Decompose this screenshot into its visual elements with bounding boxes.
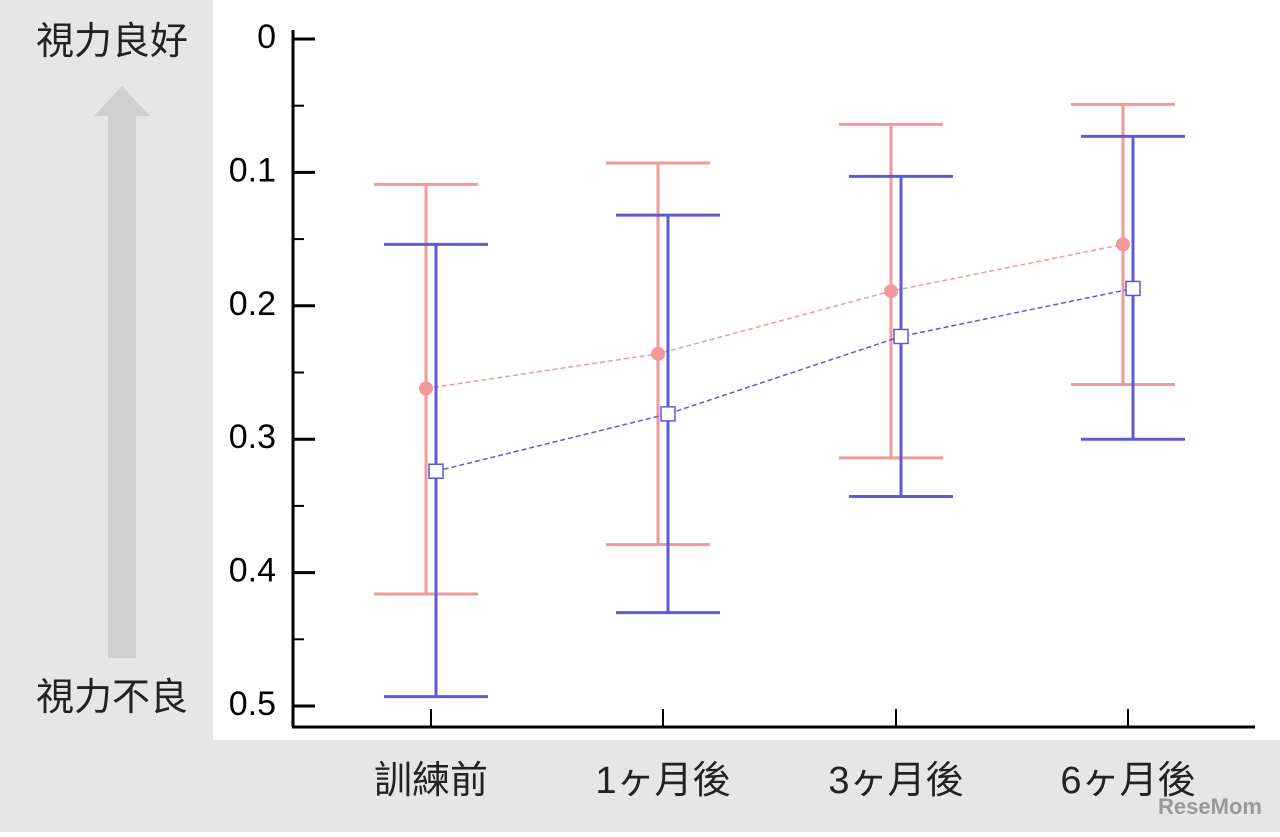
series-line [435, 287, 1134, 472]
point [893, 328, 909, 345]
point [1116, 237, 1130, 252]
x-tick-label: 訓練前 [374, 760, 488, 802]
point [419, 381, 433, 396]
y-tick-label: 0.3 [229, 418, 276, 456]
y-tick-label: 0 [257, 18, 276, 56]
y-tick-label: 0.2 [229, 285, 276, 323]
point [428, 463, 444, 479]
series-line [425, 243, 1124, 390]
top-label: 視力良好 [36, 21, 188, 63]
y-tick-label: 0.4 [229, 552, 276, 590]
x-tick-label: 3ヶ月後 [828, 760, 963, 802]
x-tick-label: 6ヶ月後 [1060, 760, 1195, 802]
point [651, 346, 665, 361]
plot-background [213, 0, 1280, 740]
watermark: ReseMom [1158, 794, 1262, 819]
y-tick-label: 0.5 [229, 685, 276, 723]
point [1125, 280, 1141, 297]
x-tick-label: 1ヶ月後 [595, 760, 730, 802]
arrow-head [94, 86, 150, 116]
point [884, 284, 898, 299]
point [660, 406, 676, 422]
y-tick-label: 0.1 [229, 151, 276, 189]
arrow-shaft [108, 115, 136, 658]
bottom-label: 視力不良 [36, 677, 188, 719]
